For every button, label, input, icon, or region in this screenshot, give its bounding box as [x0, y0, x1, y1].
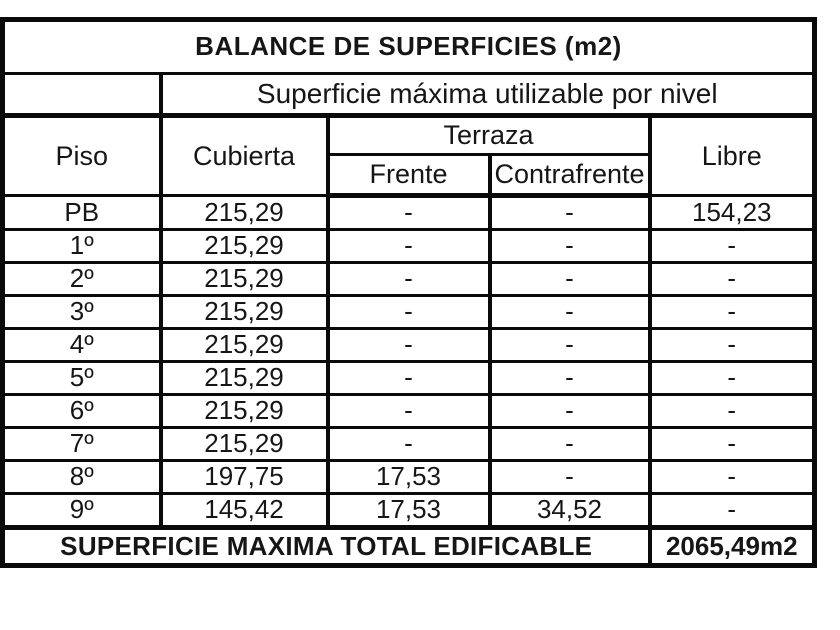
table-row: 3º 215,29 - - -	[0, 294, 817, 330]
total-label: SUPERFICIE MAXIMA TOTAL EDIFICABLE	[0, 525, 652, 567]
title-row: BALANCE DE SUPERFICIES (m2)	[0, 18, 817, 75]
cell-terraza-frente: -	[325, 228, 492, 264]
cell-terraza-contrafrente: -	[487, 327, 652, 363]
cell-libre: -	[647, 294, 817, 330]
cell-piso: 6º	[0, 393, 163, 429]
table-row: 1º 215,29 - - -	[0, 228, 817, 264]
cell-terraza-frente: 17,53	[325, 492, 492, 529]
table-header: BALANCE DE SUPERFICIES (m2) Superficie m…	[0, 18, 817, 198]
cell-terraza-contrafrente: -	[487, 228, 652, 264]
cell-cubierta: 197,75	[158, 459, 330, 495]
total-row: SUPERFICIE MAXIMA TOTAL EDIFICABLE 2065,…	[0, 525, 817, 567]
cell-terraza-frente: -	[325, 294, 492, 330]
col-header-terraza: Terraza	[325, 114, 652, 156]
cell-cubierta: 215,29	[158, 393, 330, 429]
cell-piso: 4º	[0, 327, 163, 363]
cell-terraza-contrafrente: -	[487, 426, 652, 462]
cell-cubierta: 215,29	[158, 426, 330, 462]
cell-libre: -	[647, 261, 817, 297]
cell-terraza-contrafrente: -	[487, 194, 652, 231]
cell-libre: 154,23	[647, 194, 817, 231]
cell-piso: 2º	[0, 261, 163, 297]
table-row: 9º 145,42 17,53 34,52 -	[0, 492, 817, 529]
column-header-row-bottom: Frente Contrafrente	[3, 153, 815, 198]
cell-terraza-contrafrente: -	[487, 459, 652, 495]
cell-cubierta: 145,42	[158, 492, 330, 529]
cell-piso: 7º	[0, 426, 163, 462]
cell-terraza-frente: -	[325, 393, 492, 429]
cell-terraza-contrafrente: -	[487, 393, 652, 429]
table-title: BALANCE DE SUPERFICIES (m2)	[0, 18, 817, 75]
cell-cubierta: 215,29	[158, 228, 330, 264]
cell-piso: 3º	[0, 294, 163, 330]
table-body: PB 215,29 - - 154,23 1º 215,29 - - - 2º …	[0, 194, 817, 529]
cell-terraza-frente: 17,53	[325, 459, 492, 495]
table-row: 4º 215,29 - - -	[0, 327, 817, 363]
cell-libre: -	[647, 492, 817, 529]
cell-terraza-frente: -	[325, 194, 492, 231]
cell-piso: 5º	[0, 360, 163, 396]
table-row: 7º 215,29 - - -	[0, 426, 817, 462]
col-header-cubierta: Cubierta	[158, 114, 330, 197]
cell-libre: -	[647, 228, 817, 264]
col-header-contrafrente: Contrafrente	[487, 153, 652, 198]
total-value: 2065,49m2	[647, 525, 817, 567]
table-footer: SUPERFICIE MAXIMA TOTAL EDIFICABLE 2065,…	[0, 525, 817, 567]
table-row: PB 215,29 - - 154,23	[0, 194, 817, 231]
balance-de-superficies-table: BALANCE DE SUPERFICIES (m2) Superficie m…	[0, 17, 818, 568]
col-header-frente: Frente	[325, 153, 492, 198]
cell-terraza-contrafrente: -	[487, 360, 652, 396]
table-row: 2º 215,29 - - -	[0, 261, 817, 297]
col-header-piso: Piso	[0, 114, 163, 197]
cell-terraza-frente: -	[325, 360, 492, 396]
table-row: 6º 215,29 - - -	[0, 393, 817, 429]
column-header-row-top: Piso Cubierta Terraza Libre	[0, 114, 817, 197]
cell-libre: -	[647, 459, 817, 495]
cell-piso: 1º	[0, 228, 163, 264]
cell-cubierta: 215,29	[158, 327, 330, 363]
subheader-row: Superficie máxima utilizable por nivel	[0, 72, 817, 118]
cell-libre: -	[647, 426, 817, 462]
cell-terraza-contrafrente: -	[487, 294, 652, 330]
cell-libre: -	[647, 360, 817, 396]
cell-cubierta: 215,29	[158, 360, 330, 396]
cell-terraza-frente: -	[325, 426, 492, 462]
cell-terraza-contrafrente: -	[487, 261, 652, 297]
cell-libre: -	[647, 327, 817, 363]
cell-cubierta: 215,29	[158, 294, 330, 330]
cell-piso: 8º	[0, 459, 163, 495]
table-row: 5º 215,29 - - -	[0, 360, 817, 396]
cell-piso: PB	[0, 194, 163, 231]
cell-piso: 9º	[0, 492, 163, 529]
cell-terraza-contrafrente: 34,52	[487, 492, 652, 529]
cell-libre: -	[647, 393, 817, 429]
corner-empty-cell	[0, 72, 163, 118]
table-row: 8º 197,75 17,53 - -	[0, 459, 817, 495]
cell-cubierta: 215,29	[158, 194, 330, 231]
cell-terraza-frente: -	[325, 261, 492, 297]
drawing-sheet: BALANCE DE SUPERFICIES (m2) Superficie m…	[0, 17, 818, 568]
cell-cubierta: 215,29	[158, 261, 330, 297]
subheader-label: Superficie máxima utilizable por nivel	[158, 72, 817, 118]
col-header-libre: Libre	[647, 114, 817, 197]
cell-terraza-frente: -	[325, 327, 492, 363]
